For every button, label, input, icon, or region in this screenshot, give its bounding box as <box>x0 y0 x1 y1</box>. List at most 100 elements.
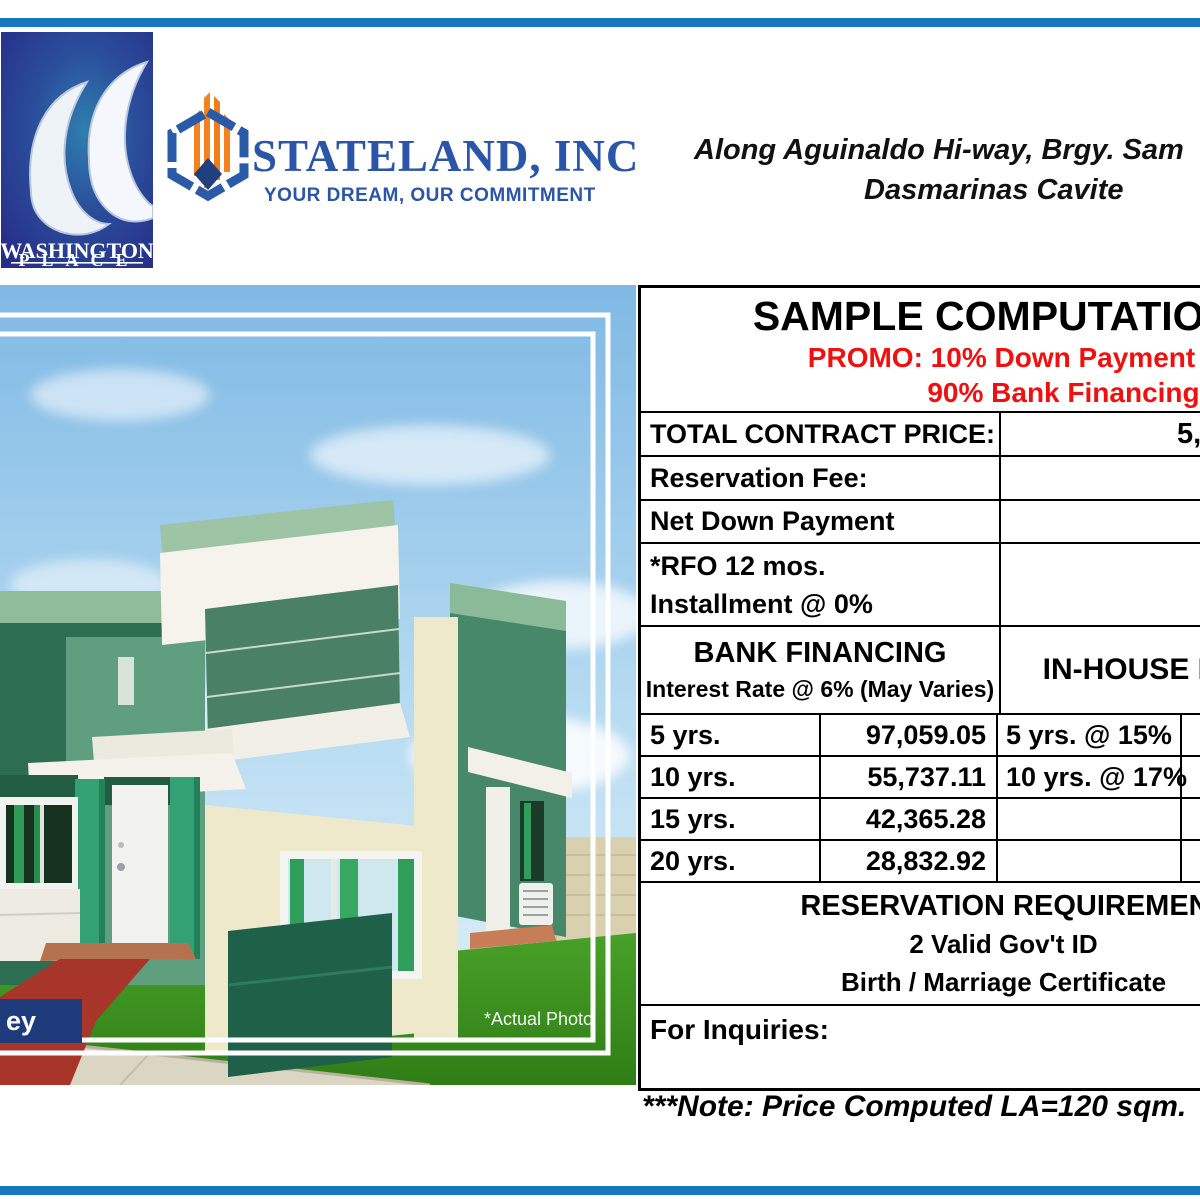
project-address: Along Aguinaldo Hi-way, Brgy. Sam Dasmar… <box>694 130 1184 210</box>
front-curtain-right <box>398 859 414 971</box>
diamond-icon <box>194 158 222 190</box>
inhouse-financing-title: IN-HOUSE FINANCING <box>999 627 1200 713</box>
aircon-grill <box>523 890 548 916</box>
table-row: TOTAL CONTRACT PRICE: 5, <box>641 411 1200 455</box>
monthly-amount: 28,832.92 <box>819 841 996 881</box>
pillar-right-shade <box>194 777 200 959</box>
actual-photo-caption: *Actual Photo <box>484 1009 594 1029</box>
inhouse-term: 10 yrs. @ 17% <box>996 757 1187 797</box>
door-lock <box>118 842 124 848</box>
teal-lower-band <box>228 913 392 1077</box>
tower-ledge <box>205 703 410 763</box>
price-note: ***Note: Price Computed LA=120 sqm. <box>642 1090 1187 1123</box>
net-down-payment-value <box>999 501 1200 542</box>
house-photo-art <box>0 285 636 1085</box>
term: 10 yrs. <box>650 761 736 792</box>
sample-computation-table: SAMPLE COMPUTATION PROMO: 10% Down Payme… <box>638 285 1200 1091</box>
place-text: PLACE <box>18 250 139 268</box>
total-contract-price-value: 5, <box>999 413 1200 455</box>
left-curtain-2 <box>34 805 42 883</box>
promo-line1: PROMO: 10% Down Payment <box>807 342 1196 373</box>
right-roof-slab <box>450 583 566 633</box>
inhouse-amount <box>1180 799 1200 839</box>
right-door <box>486 787 510 939</box>
table-row: *RFO 12 mos. Installment @ 0% <box>641 542 1200 625</box>
inhouse-term <box>996 799 1180 839</box>
term: 15 yrs. <box>650 803 736 834</box>
photo-frame <box>0 312 611 1056</box>
washington-text: WASHINGTON <box>1 238 153 263</box>
rfo-value <box>999 544 1200 625</box>
band-groove-2 <box>206 672 401 698</box>
financing-row: 15 yrs. 42,365.28 <box>641 797 1200 839</box>
table-row: Net Down Payment <box>641 499 1200 542</box>
stateland-name: STATELAND, INC <box>252 131 640 181</box>
right-curtain <box>524 803 531 879</box>
bank-financing-title: BANK FINANCING <box>693 637 947 669</box>
table-header: SAMPLE COMPUTATION PROMO: 10% Down Payme… <box>641 288 1200 411</box>
vent <box>118 657 134 705</box>
logo-divider <box>11 262 143 264</box>
reservation-item: 2 Valid Gov't ID <box>909 929 1098 959</box>
left-roof-slab <box>0 591 168 627</box>
house <box>0 500 572 1085</box>
stateland-logo-art <box>167 92 249 202</box>
reservation-requirements-title: RESERVATION REQUIREMENTS <box>800 889 1200 922</box>
monthly-amount: 97,059.05 <box>819 715 996 755</box>
stateland-tagline: YOUR DREAM, OUR COMMITMENT <box>264 185 596 206</box>
term: 20 yrs. <box>650 845 736 876</box>
entry-upper-slab <box>92 729 234 763</box>
reservation-fee-label: Reservation Fee: <box>650 462 868 493</box>
front-window-mullion <box>331 859 337 971</box>
left-window-mullion <box>40 805 44 883</box>
stateland-wordmark: STATELAND, INC YOUR DREAM, OUR COMMITMEN… <box>252 130 672 207</box>
table-row: Reservation Fee: <box>641 455 1200 499</box>
house-photo: ey *Actual Photo <box>0 285 636 1085</box>
inhouse-amount <box>1180 757 1200 797</box>
rfo-label: *RFO 12 mos. Installment @ 0% <box>641 544 999 625</box>
financing-row: 20 yrs. 28,832.92 <box>641 839 1200 881</box>
reservation-item: Birth / Marriage Certificate <box>840 966 1167 997</box>
address-line1: Along Aguinaldo Hi-way, Brgy. Sam <box>694 134 1184 166</box>
w-swoosh-left <box>29 80 112 236</box>
aircon-unit <box>519 883 553 925</box>
hexagon-icon <box>167 106 249 202</box>
reservation-requirements: RESERVATION REQUIREMENTS 2 Valid Gov't I… <box>641 881 1200 1004</box>
term: 5 yrs. <box>650 719 721 750</box>
tower-green-band <box>205 585 400 740</box>
total-contract-price-label: TOTAL CONTRACT PRICE: <box>650 418 995 449</box>
reservation-fee-value <box>999 457 1200 499</box>
entry-steps <box>40 943 196 961</box>
washington-place-logo: WASHINGTON PLACE <box>0 32 154 270</box>
stateland-logo <box>164 84 252 208</box>
left-curtain-1 <box>14 805 24 883</box>
front-door <box>112 785 168 957</box>
bottom-accent-bar <box>0 1186 1200 1195</box>
inhouse-amount <box>1180 841 1200 881</box>
address-line2: Dasmarinas Cavite <box>864 174 1124 206</box>
sidewalk-joint <box>119 1052 151 1085</box>
rfo-line2: Installment @ 0% <box>650 588 873 619</box>
door-knob <box>117 863 125 871</box>
net-down-payment-label: Net Down Payment <box>650 506 895 536</box>
rfo-line1: *RFO 12 mos. <box>650 550 826 581</box>
promo-line2: 90% Bank Financing <box>927 376 1200 408</box>
bank-financing-subtitle: Interest Rate @ 6% (May Varies) <box>645 676 995 702</box>
pillar-left-shade <box>99 779 105 961</box>
monthly-amount: 55,737.11 <box>819 757 996 797</box>
financing-header-row: BANK FINANCING Interest Rate @ 6% (May V… <box>641 625 1200 713</box>
financing-row: 5 yrs. 97,059.05 5 yrs. @ 15% <box>641 713 1200 755</box>
inhouse-amount <box>1180 715 1200 755</box>
top-accent-bar <box>0 18 1200 27</box>
right-window <box>520 801 544 881</box>
w-swoosh-right <box>87 60 154 223</box>
monthly-amount: 42,365.28 <box>819 799 996 839</box>
teal-groove <box>228 965 393 987</box>
washington-place-logo-art: WASHINGTON PLACE <box>0 32 154 270</box>
sill-groove <box>0 912 81 916</box>
band-groove-1 <box>205 628 400 654</box>
for-inquiries-row: For Inquiries: <box>641 1004 1200 1090</box>
bank-financing-header: BANK FINANCING Interest Rate @ 6% (May V… <box>641 627 999 713</box>
inhouse-term: 5 yrs. @ 15% <box>996 715 1180 755</box>
right-canopy <box>468 747 572 798</box>
